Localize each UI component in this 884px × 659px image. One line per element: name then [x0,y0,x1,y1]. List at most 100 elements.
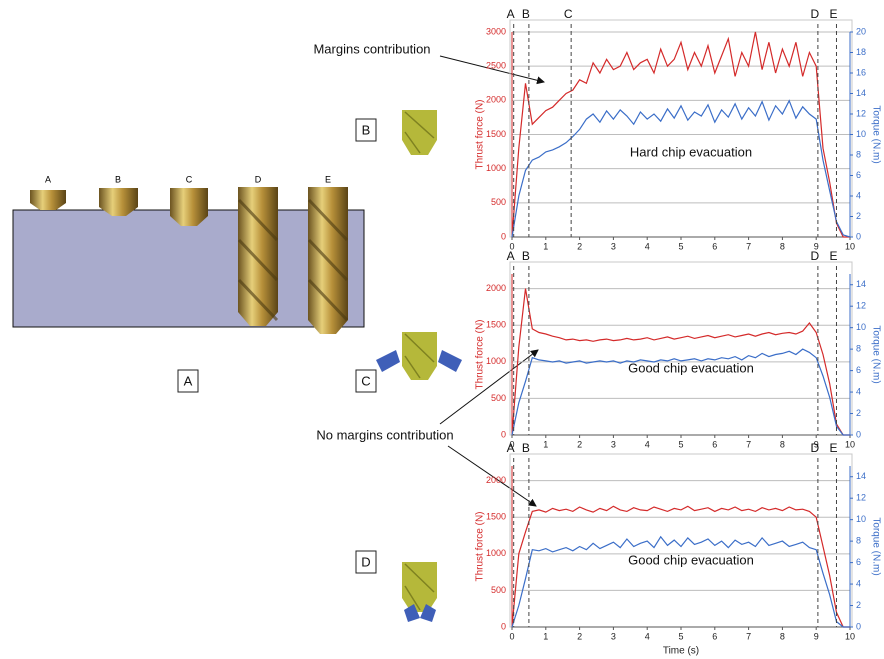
drills [30,187,349,334]
x-tick-label: 7 [746,631,751,641]
panel-label: D [361,554,370,569]
y2-tick-label: 12 [856,493,866,503]
chart-annotation: Good chip evacuation [628,552,754,567]
y2-axis-label: Torque (N.m) [870,325,881,383]
y-axis-label: Thrust force (N) [475,99,486,169]
panel-box [355,118,377,142]
y-tick-label: 2000 [486,475,506,485]
y-tick-label: 0 [501,429,506,439]
x-tick-label: 6 [712,439,717,449]
y2-tick-label: 0 [856,231,861,241]
chart-annotation: Hard chip evacuation [630,144,752,159]
drill-icon [402,562,437,622]
annotation: Margins contribution [313,41,430,56]
drill-icon [402,110,437,155]
y-tick-label: 500 [491,585,506,595]
x-tick-label: 3 [611,631,616,641]
x-tick-label: 3 [611,241,616,251]
y2-tick-label: 14 [856,279,866,289]
y2-tick-label: 8 [856,536,861,546]
event-label: A [507,441,515,455]
panel-label: B [362,122,371,137]
event-label: C [564,7,573,21]
event-label: A [507,249,515,263]
y2-tick-label: 10 [856,322,866,332]
event-label: E [829,7,837,21]
y-tick-label: 3000 [486,26,506,36]
arrow [439,349,539,425]
y2-tick-label: 4 [856,190,861,200]
panel-label: A [184,373,193,388]
drill-label: B [115,174,121,184]
y-tick-label: 1000 [486,356,506,366]
event-label: B [522,249,530,263]
panel-label: C [361,373,370,388]
y2-tick-label: 18 [856,47,866,57]
series-line [511,31,850,238]
series-line [511,99,851,238]
y-axis-label: Thrust force (N) [475,319,486,389]
event-label: B [522,441,530,455]
x-tick-label: 2 [577,631,582,641]
x-tick-label: 5 [678,439,683,449]
panel-box [177,369,199,393]
x-tick-label: 7 [746,241,751,251]
y2-tick-label: 12 [856,301,866,311]
y2-tick-label: 0 [856,429,861,439]
y2-axis-label: Torque (N.m) [870,517,881,575]
drill-label: E [325,174,331,184]
y-tick-label: 1500 [486,129,506,139]
y2-tick-label: 8 [856,149,861,159]
x-tick-label: 0 [509,631,514,641]
panel-box [355,369,377,393]
series-line [511,348,850,436]
y2-axis-label: Torque (N.m) [870,105,881,163]
y2-tick-label: 6 [856,557,861,567]
x-tick-label: 10 [845,241,855,251]
y2-tick-label: 12 [856,108,866,118]
x-tick-label: 6 [712,241,717,251]
event-label: B [522,7,530,21]
y-tick-label: 2500 [486,61,506,71]
y2-tick-label: 10 [856,129,866,139]
arrow [439,55,545,85]
x-axis-label: Time (s) [663,646,699,657]
annotation: No margins contribution [316,427,453,442]
event-label: D [811,441,820,455]
y-tick-label: 0 [501,621,506,631]
x-tick-label: 0 [509,241,514,251]
y2-tick-label: 4 [856,578,861,588]
event-label: D [811,7,820,21]
drill-icon [376,332,462,380]
x-tick-label: 4 [645,631,650,641]
y2-tick-label: 8 [856,344,861,354]
y2-tick-label: 0 [856,621,861,631]
event-label: E [829,249,837,263]
y-tick-label: 500 [491,197,506,207]
y-tick-label: 500 [491,393,506,403]
y2-tick-label: 14 [856,88,866,98]
y2-tick-label: 20 [856,26,866,36]
panel-box [355,550,377,574]
x-tick-label: 5 [678,241,683,251]
series-line [511,505,850,628]
y-tick-label: 1500 [486,320,506,330]
event-label: A [507,7,515,21]
y-tick-label: 1500 [486,512,506,522]
drill-label: A [45,174,51,184]
y2-tick-label: 2 [856,211,861,221]
y-tick-label: 0 [501,231,506,241]
x-tick-label: 10 [845,439,855,449]
y2-tick-label: 2 [856,600,861,610]
drill-label: D [255,174,262,184]
y2-tick-label: 4 [856,386,861,396]
y-tick-label: 2000 [486,95,506,105]
x-tick-label: 2 [577,241,582,251]
chart-annotation: Good chip evacuation [628,360,754,375]
x-tick-label: 6 [712,631,717,641]
x-tick-label: 4 [645,439,650,449]
x-tick-label: 9 [814,631,819,641]
plot-frame [509,261,853,436]
series-line [511,535,850,628]
